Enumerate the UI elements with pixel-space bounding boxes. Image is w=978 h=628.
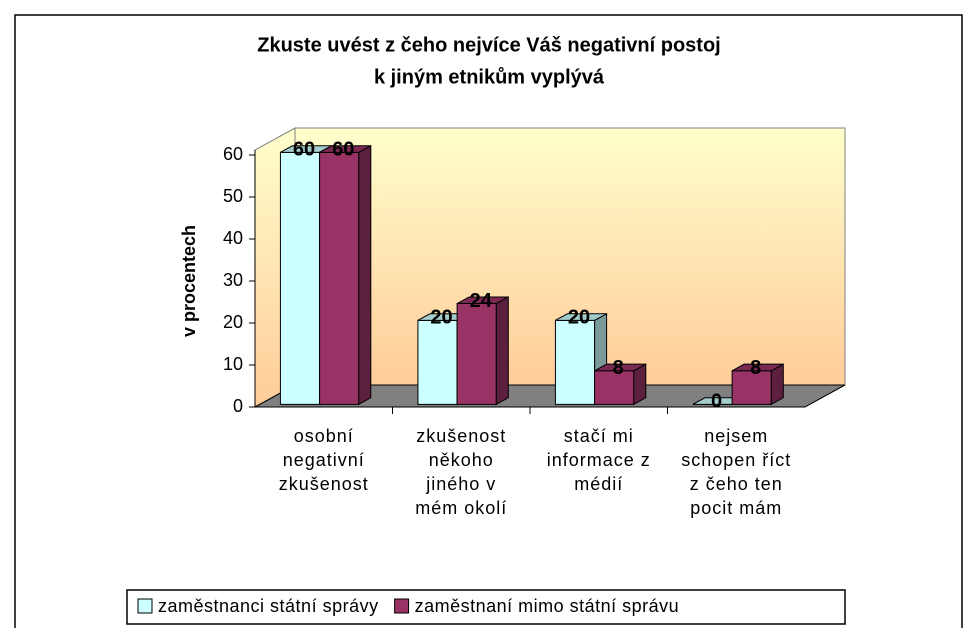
- bar-top: [555, 313, 607, 321]
- legend-swatch: [394, 598, 410, 614]
- legend-label: zaměstnanci státní správy: [158, 596, 379, 616]
- bar-front: [456, 303, 497, 405]
- legend-label: zaměstnaní mimo státní správu: [415, 596, 680, 616]
- data-label: 8: [750, 357, 761, 379]
- y-tick-label: 50: [223, 186, 243, 206]
- plot-area: 0 10 20 30 40 50 60 60 60 20 24 20 8 0 8: [223, 127, 846, 416]
- data-label: 8: [613, 357, 624, 379]
- y-tick-label: 30: [223, 270, 243, 290]
- y-tick-label: 10: [223, 354, 243, 374]
- x-tick-label: zkušenost někoho jiného v mém okolí: [415, 426, 508, 518]
- x-tick-label: osobní negativní zkušenost: [278, 426, 369, 494]
- y-tick-label: 60: [223, 144, 243, 164]
- bar-front: [417, 319, 458, 405]
- x-tick-label: nejsem schopen říct z čeho ten pocit mám: [681, 426, 792, 518]
- bar-front: [554, 319, 596, 405]
- bar-top: [731, 363, 784, 372]
- x-tick-label: stačí mi informace z médií: [546, 426, 651, 494]
- chart-title: k jiným etnikům vyplývá: [374, 66, 605, 88]
- y-tick-label: 0: [233, 396, 243, 416]
- data-label: 20: [568, 307, 590, 329]
- bar: [319, 144, 372, 406]
- chart-title: Zkuste uvést z čeho nejvíce Váš negativn…: [257, 34, 720, 56]
- data-label: 20: [430, 307, 452, 329]
- bar-top: [319, 145, 372, 153]
- bar: [731, 363, 784, 406]
- bar: [456, 296, 509, 406]
- y-axis-label: v procentech: [179, 225, 199, 337]
- y-tick-label: 40: [223, 228, 243, 248]
- bar-side: [495, 296, 509, 406]
- legend-swatch: [137, 598, 153, 614]
- bar-side: [358, 144, 372, 406]
- bar: [594, 363, 647, 406]
- data-label: 24: [470, 290, 493, 312]
- y-tick-label: 20: [223, 312, 243, 332]
- legend: [126, 589, 846, 625]
- data-label: 60: [293, 139, 315, 161]
- bar-front: [319, 151, 360, 405]
- bar-front: [279, 151, 321, 405]
- bar-top: [456, 296, 509, 305]
- bar-top: [594, 363, 647, 372]
- data-label: 60: [332, 139, 354, 161]
- data-label: 0: [711, 391, 722, 413]
